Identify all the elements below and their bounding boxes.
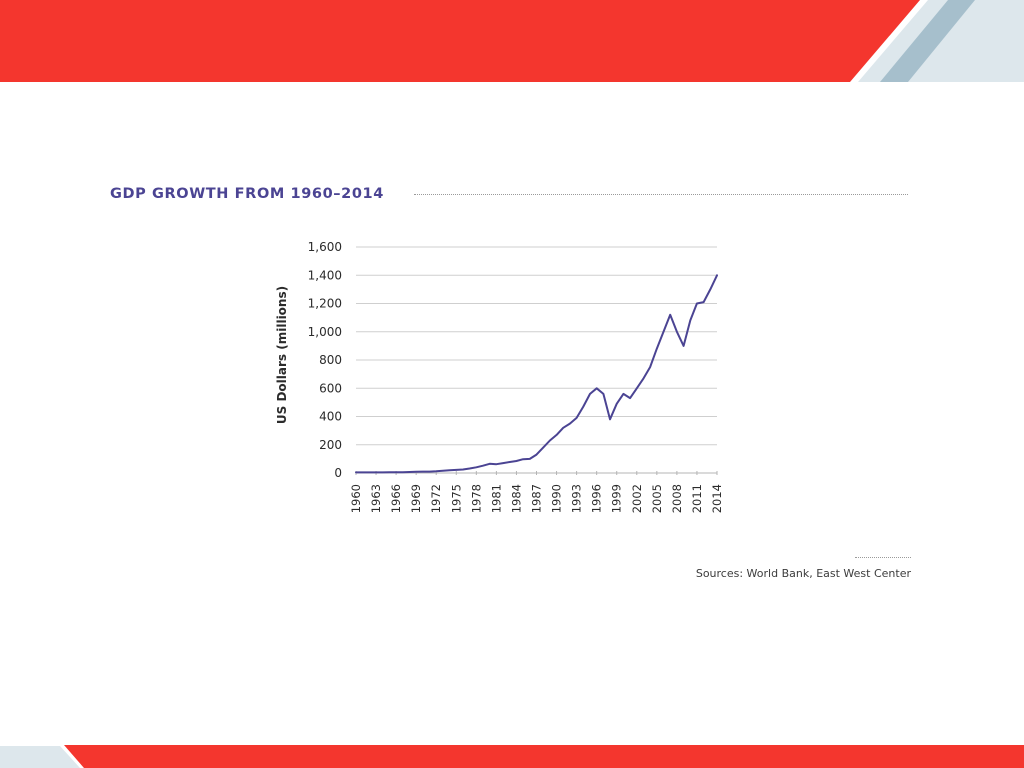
y-tick-label: 400	[319, 410, 342, 424]
page-title: GDP GROWTH FROM 1960–2014	[110, 186, 384, 202]
x-tick-label: 1960	[349, 484, 363, 513]
x-tick-label: 1975	[449, 484, 463, 513]
y-tick-label: 0	[334, 466, 342, 480]
source-note: Sources: World Bank, East West Center	[695, 567, 911, 580]
footer-banner-blue-stripe	[0, 746, 80, 768]
x-tick-label: 2011	[690, 484, 704, 513]
y-tick-label: 600	[319, 381, 342, 395]
footer-banner-red-bar	[64, 745, 1024, 768]
y-tick-label: 1,000	[308, 325, 342, 339]
x-axis-tick-labels: 1960 1963 1966 1969 1972 1975 1978 1981 1984 1987…	[349, 471, 724, 513]
y-tick-label: 1,200	[308, 297, 342, 311]
x-tick-label: 2005	[650, 484, 664, 513]
x-tick-label: 1984	[509, 484, 523, 513]
x-tick-label: 1963	[369, 484, 383, 513]
x-tick-label: 1981	[489, 484, 503, 513]
header-banner	[0, 0, 1024, 82]
x-tick-label: 1993	[570, 484, 584, 513]
y-tick-label: 200	[319, 438, 342, 452]
chart-series	[355, 274, 718, 474]
x-tick-label: 1999	[610, 484, 624, 513]
header-banner-red-bar	[0, 0, 920, 82]
footer-banner	[0, 745, 1024, 768]
x-tick-label: 1966	[389, 484, 403, 513]
x-tick-label: 2008	[670, 484, 684, 513]
x-tick-label: 1990	[550, 484, 564, 513]
x-tick-label: 1978	[469, 484, 483, 513]
x-tick-label: 2014	[710, 484, 724, 513]
y-tick-label: 1,400	[308, 268, 342, 282]
x-tick-label: 1969	[409, 484, 423, 513]
x-tick-label: 1987	[530, 484, 544, 513]
header-banner-blue-stripe	[880, 0, 975, 82]
y-axis-tick-labels: 0 200 400 600 800 1,000 1,200 1,400 1,600	[308, 240, 342, 480]
x-tick-label: 2002	[630, 484, 644, 513]
y-tick-label: 1,600	[308, 240, 342, 254]
y-tick-label: 800	[319, 353, 342, 367]
title-dotted-rule	[414, 194, 908, 195]
x-tick-label: 1972	[429, 484, 443, 513]
x-tick-label: 1996	[590, 484, 604, 513]
chart-gridlines	[356, 246, 717, 474]
source-dotted-rule	[855, 557, 911, 558]
series-line	[355, 274, 718, 474]
y-axis-label: US Dollars (millions)	[275, 286, 289, 424]
